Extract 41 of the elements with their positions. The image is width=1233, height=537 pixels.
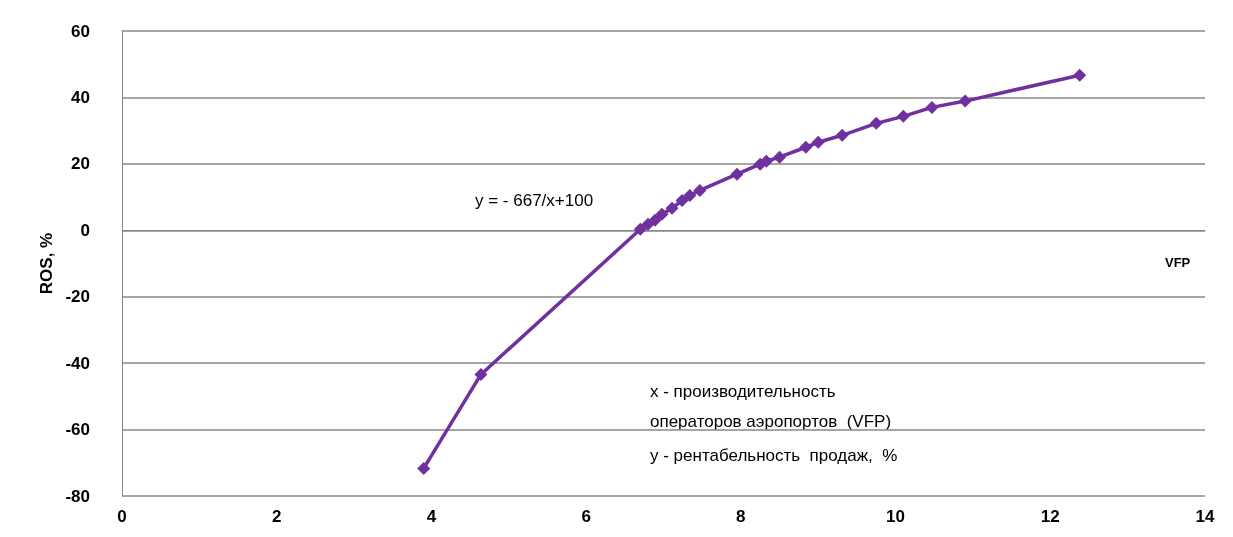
point [773,150,787,164]
x-tick-label: 12 [1040,507,1060,526]
point [655,207,669,221]
y-tick-label: -20 [65,287,90,307]
y-tick-label: 20 [71,154,90,174]
point [835,128,849,142]
point [925,100,939,114]
point [417,461,431,475]
point [799,140,813,154]
y-tick-label: -60 [65,420,90,440]
y-tick-label: 0 [80,220,90,240]
point [869,116,883,130]
x-axis-title: VFP [1165,255,1191,271]
point [648,213,662,227]
point [759,154,773,168]
x-tick-label: 14 [1195,507,1215,526]
x-tick-label: 2 [271,507,282,526]
point [811,135,825,149]
y-tick-label: -40 [65,353,90,373]
x-tick-label: 4 [426,507,437,526]
x-tick-label: 0 [117,507,127,526]
point [675,193,689,207]
point [896,109,910,123]
point [683,188,697,202]
y-axis-title: ROS, % [36,232,56,295]
point [958,94,972,108]
point [693,183,707,197]
x-tick-label: 10 [886,507,906,526]
point [474,367,488,381]
point [665,201,679,215]
point [730,167,744,181]
y-tick-label: 60 [71,21,90,41]
x-tick-label: 6 [581,507,591,526]
annotation: y = - 667/x+100 [475,190,594,210]
y-tick-label: -80 [65,486,90,506]
point [1073,68,1087,82]
point [633,222,647,236]
annotation: x - производительность операторов аэропортов (VFP) [650,381,892,431]
x-tick-label: 8 [736,507,746,526]
y-tick-label: 40 [71,87,90,107]
annotation: y - рентабельность продаж, % [650,445,898,465]
